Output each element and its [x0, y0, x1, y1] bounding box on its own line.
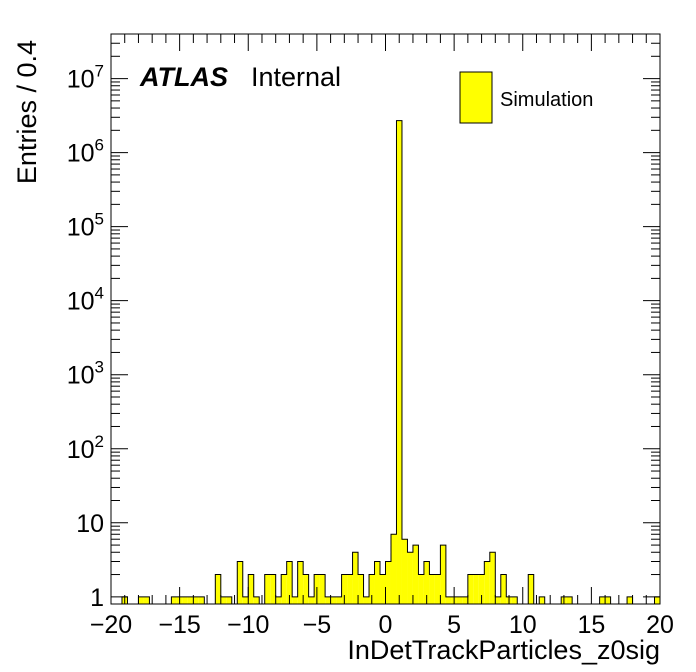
histogram-bar	[423, 561, 430, 604]
x-tick-label: −15	[158, 611, 200, 639]
histogram-bar	[138, 596, 144, 604]
histogram-bar	[275, 596, 282, 604]
histogram-bar	[489, 552, 496, 604]
histogram-bar	[281, 574, 287, 604]
histogram-bar	[473, 574, 479, 604]
y-tick-label: 104	[67, 284, 104, 316]
histogram-bar	[182, 596, 188, 604]
x-tick-label: 5	[447, 611, 461, 639]
histogram-bar	[297, 561, 304, 604]
histogram-bar	[500, 574, 507, 604]
histogram-bar	[220, 596, 227, 604]
atlas-label: ATLAS	[139, 62, 228, 92]
y-tick-label: 102	[67, 432, 104, 464]
legend: Simulation	[459, 71, 593, 124]
histogram-bar	[440, 545, 446, 604]
histogram-bar	[374, 561, 381, 604]
histogram-bar	[226, 596, 232, 604]
y-tick-label: 106	[67, 136, 104, 168]
axis-ticks	[110, 33, 661, 604]
histogram-bar	[539, 596, 545, 604]
x-axis-label: InDetTrackParticles_z0sig	[347, 635, 660, 665]
y-tick-label: 107	[67, 62, 104, 94]
x-tick-label: −20	[90, 611, 132, 639]
histogram-bar	[478, 574, 485, 604]
histogram-bar	[396, 120, 402, 605]
histogram-bar	[462, 596, 468, 604]
plot-frame	[110, 33, 661, 605]
histogram-bar	[627, 596, 633, 604]
histogram-bar	[380, 574, 386, 604]
y-tick-label: 10	[76, 510, 104, 538]
legend-swatch-simulation	[459, 71, 493, 124]
histogram-bar	[390, 534, 397, 604]
x-tick-label: 15	[577, 611, 605, 639]
histogram-bar	[358, 574, 364, 604]
histogram-bar	[325, 596, 331, 604]
histogram-bar	[467, 574, 474, 604]
histogram-bar	[308, 596, 315, 604]
histogram-bar	[412, 545, 419, 604]
x-tick-labels: −20 −15 −10 −5 0 5 10 15 20	[90, 611, 674, 639]
histogram-bar	[330, 596, 337, 604]
histogram-bar	[242, 596, 249, 604]
histogram-bar	[566, 596, 573, 604]
histogram-bar	[270, 574, 276, 604]
histogram-bar	[292, 596, 298, 604]
histogram-bar	[407, 552, 413, 604]
y-tick-labels: 1 10 102 103 104 105 106 107	[67, 62, 104, 612]
y-tick-label: 103	[67, 358, 104, 390]
histogram-bar	[215, 574, 221, 604]
histogram-bar	[363, 596, 370, 604]
histogram-bar	[303, 574, 309, 604]
histogram-bar	[369, 574, 375, 604]
histogram-bar	[193, 596, 199, 604]
histogram-bar	[171, 596, 177, 604]
histogram-bar	[445, 596, 452, 604]
histogram-bar	[599, 596, 606, 604]
histogram-bar	[319, 574, 326, 604]
x-tick-label: −10	[227, 611, 269, 639]
histogram-bar	[495, 596, 501, 604]
y-tick-label: 105	[67, 210, 104, 242]
histogram-bar	[336, 596, 342, 604]
y-axis-label: Entries / 0.4	[12, 40, 42, 184]
histogram-bar	[198, 596, 205, 604]
histogram-bar	[341, 574, 348, 604]
histogram-bar	[248, 574, 254, 604]
histogram-bar	[456, 596, 463, 604]
internal-label: Internal	[251, 62, 341, 92]
histogram-bar	[253, 596, 260, 604]
histogram-bar	[654, 596, 660, 604]
x-tick-label: 20	[646, 611, 674, 639]
y-tick-label: 1	[90, 584, 104, 612]
histogram-bar	[434, 574, 441, 604]
histogram-bar	[605, 596, 611, 604]
histogram-bar	[237, 561, 243, 604]
legend-label-simulation: Simulation	[500, 89, 593, 111]
histogram-bar	[511, 596, 518, 604]
histogram-bar	[401, 539, 408, 604]
histogram-bar	[187, 596, 194, 604]
histogram-bar	[347, 574, 353, 604]
x-tick-label: −5	[303, 611, 332, 639]
histogram-bar	[352, 552, 359, 604]
histogram-bar	[528, 574, 534, 604]
histogram-bar	[484, 561, 490, 604]
x-tick-label: 10	[509, 611, 537, 639]
histogram-bar	[385, 561, 391, 604]
x-tick-label: 0	[379, 611, 393, 639]
histogram-bar	[286, 561, 293, 604]
histogram-bar	[418, 574, 424, 604]
histogram-bar	[429, 574, 435, 604]
histogram-bar	[264, 574, 271, 604]
histogram-bar	[143, 596, 150, 604]
